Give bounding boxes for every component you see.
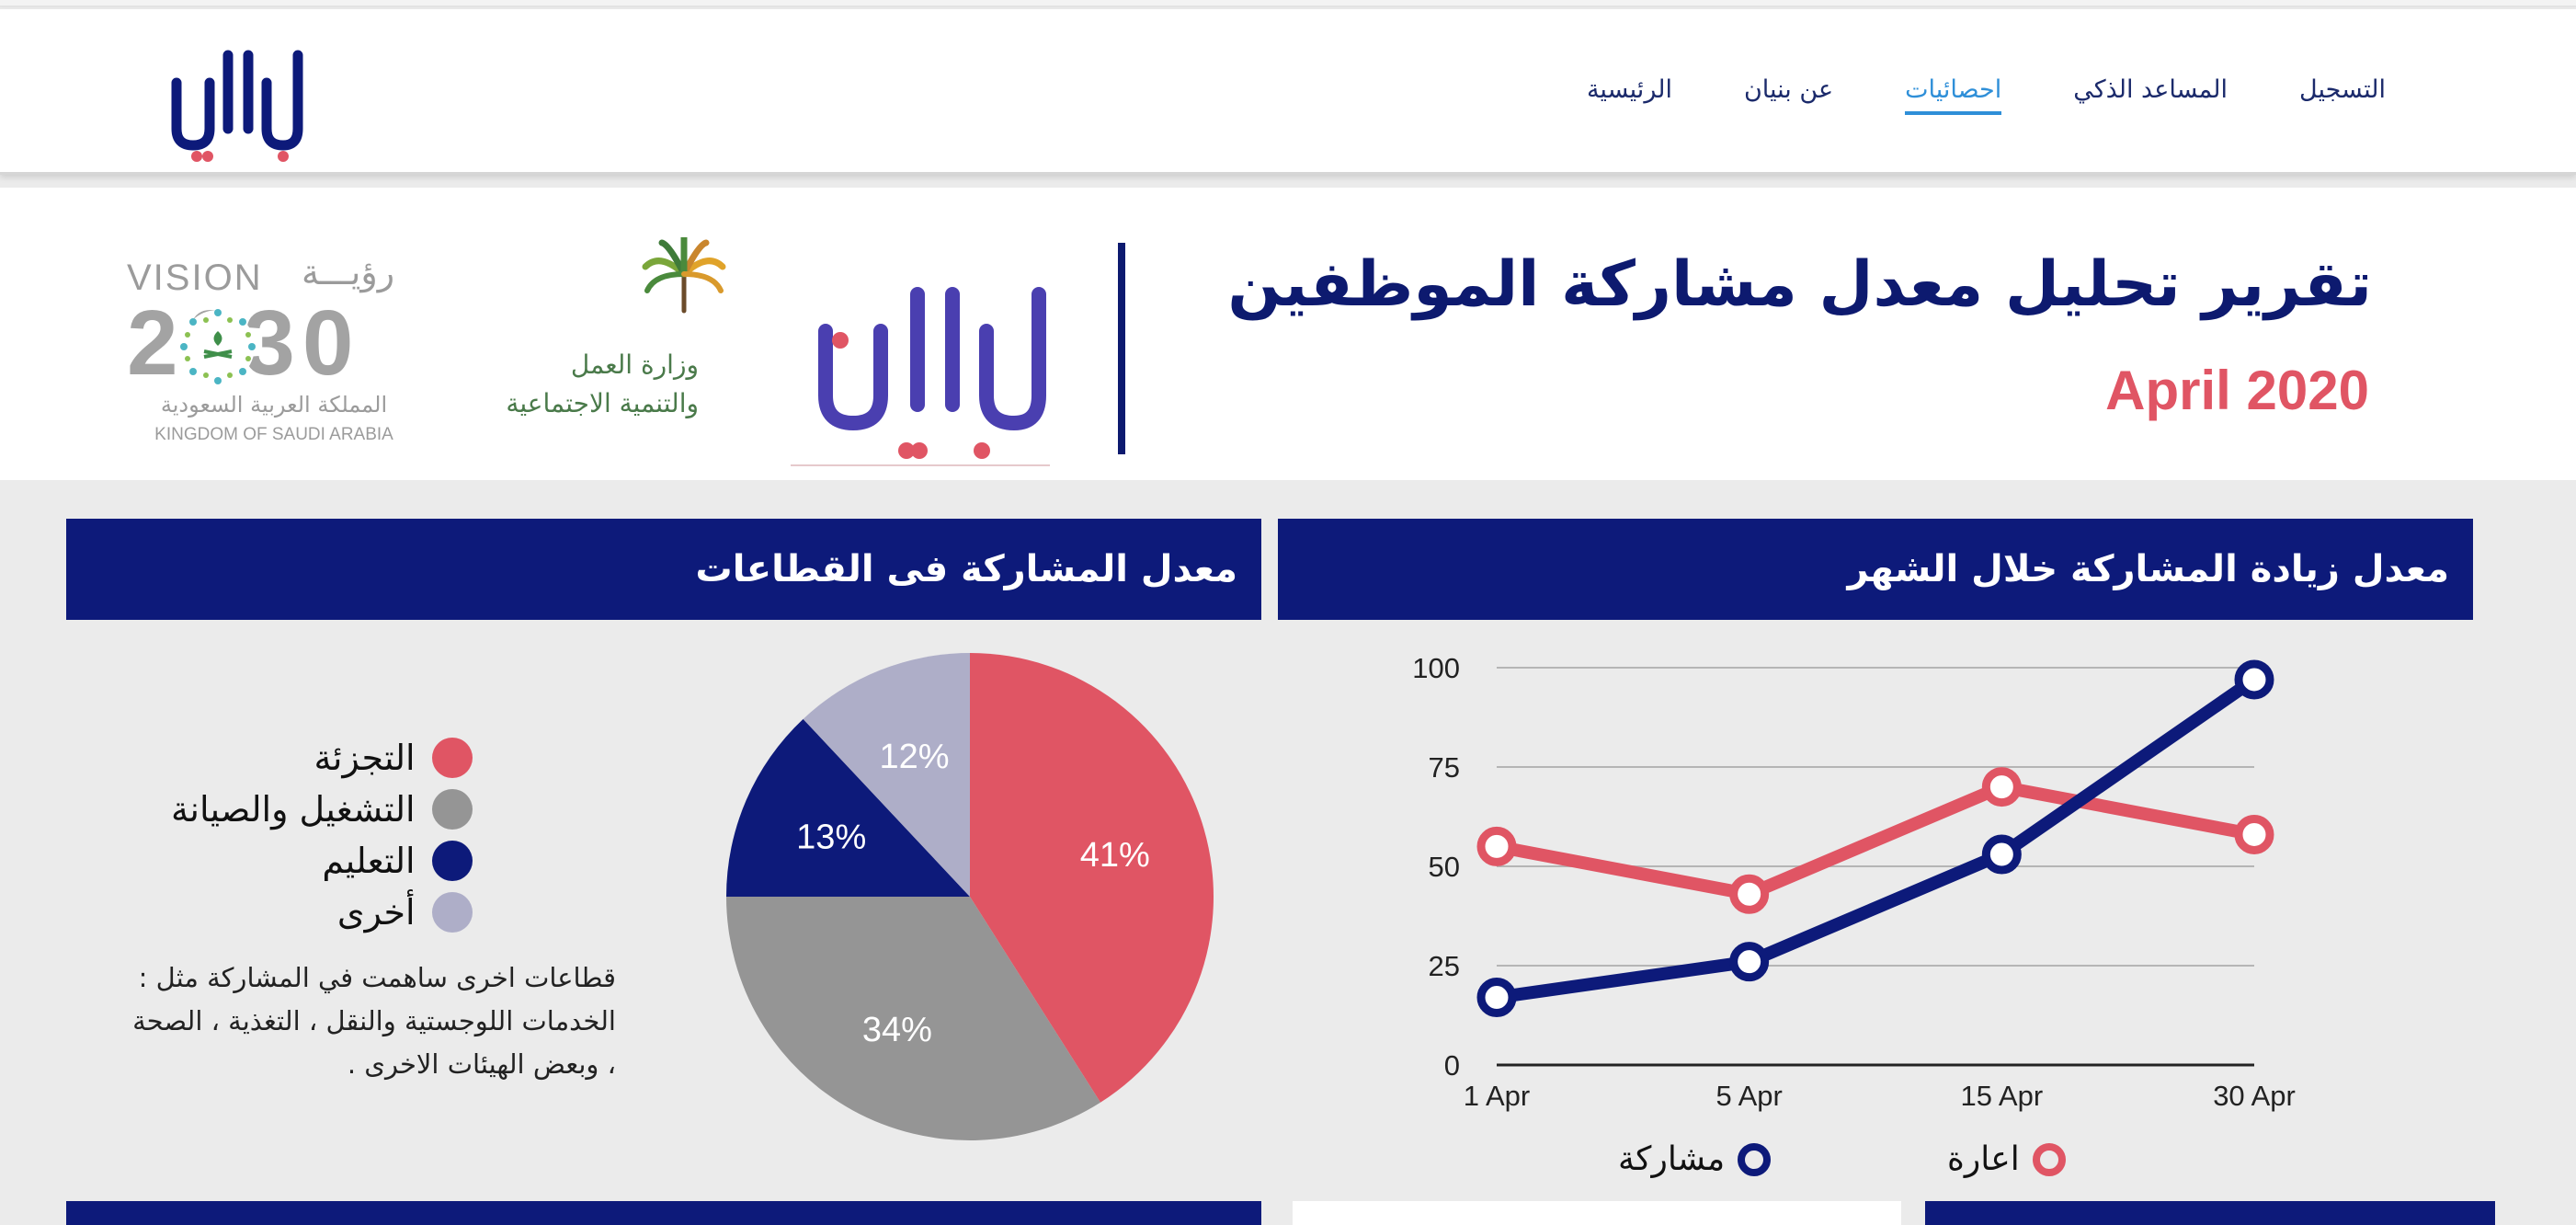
legend-item-retail: التجزئة xyxy=(171,732,473,784)
legend-label: أخرى xyxy=(336,892,416,933)
y-tick-label: 25 xyxy=(1429,950,1460,982)
growth-panel-header: معدل زيادة المشاركة خلال الشهر xyxy=(1278,519,2473,620)
pie-slice xyxy=(970,653,1214,1103)
report-banner: تقرير تحليل معدل مشاركة الموظفين April 2… xyxy=(0,188,2576,480)
pie-slice xyxy=(726,897,1100,1140)
y-tick-label: 50 xyxy=(1429,851,1460,883)
bonyan-banner-logo xyxy=(791,287,1050,466)
x-tick-label: 1 Apr xyxy=(1464,1080,1530,1112)
next-panel-header-right xyxy=(1925,1201,2495,1225)
banner-divider xyxy=(1118,243,1125,454)
legend-item-other: أخرى xyxy=(171,887,473,938)
pie-data-label: 13% xyxy=(796,819,866,857)
vision-word-en: VISION xyxy=(127,258,263,298)
pie-slice xyxy=(803,653,970,897)
x-tick-label: 30 Apr xyxy=(2213,1080,2296,1112)
y-tick-label: 100 xyxy=(1412,652,1460,684)
nav-home[interactable]: الرئيسية xyxy=(1586,75,1672,104)
ministry-name-line1: وزارة العمل xyxy=(570,349,699,380)
vision-country-en: KINGDOM OF SAUDI ARABIA xyxy=(154,425,393,444)
ministry-name-line2: والتنمية الاجتماعية xyxy=(506,388,699,418)
series-point xyxy=(1981,767,2022,807)
x-tick-label: 5 Apr xyxy=(1715,1080,1782,1112)
next-panel-card xyxy=(1293,1201,1901,1225)
legend-swatch xyxy=(431,789,473,830)
sectors-panel-title: معدل المشاركة فى القطاعات xyxy=(695,548,1237,590)
growth-line-chart: 0 25 50 75 100 1 Apr 5 Apr 15 Apr 30 Apr xyxy=(1412,652,2296,1112)
bonyan-logo[interactable] xyxy=(156,28,303,166)
legend-ring-icon xyxy=(2032,1142,2066,1176)
legend-swatch xyxy=(431,738,473,778)
other-sectors-note: قطاعات اخرى ساهمت في المشاركة مثل : الخد… xyxy=(132,962,616,1080)
legend-label: مشاركة xyxy=(1618,1140,1726,1178)
growth-panel-title: معدل زيادة المشاركة خلال الشهر xyxy=(1847,548,2449,590)
series-point xyxy=(1476,978,1517,1018)
vision-word-ar: رؤيـــة xyxy=(302,252,395,292)
legend-ring-icon xyxy=(1738,1142,1772,1176)
sectors-legend: التجزئة التشغيل والصيانة التعليم أخرى xyxy=(171,732,473,938)
series-point xyxy=(2234,659,2274,700)
legend-item-operations: التشغيل والصيانة xyxy=(171,784,473,835)
nav-statistics[interactable]: احصائيات xyxy=(1905,75,2002,115)
legend-swatch xyxy=(431,841,473,881)
legend-label: التجزئة xyxy=(313,738,416,778)
sectors-panel-header: معدل المشاركة فى القطاعات xyxy=(66,519,1261,620)
pie-data-label: 34% xyxy=(862,1011,932,1049)
pie-data-label: 12% xyxy=(879,738,949,776)
legend-swatch xyxy=(431,892,473,933)
pie-slice xyxy=(726,718,970,897)
y-tick-label: 0 xyxy=(1444,1049,1460,1082)
report-title: تقرير تحليل معدل مشاركة الموظفين xyxy=(1227,248,2372,321)
series-point xyxy=(2234,814,2274,854)
series-point xyxy=(1981,834,2022,875)
y-tick-label: 75 xyxy=(1429,751,1460,784)
legend-secondment: اعارة xyxy=(1947,1140,2066,1178)
series-point xyxy=(1729,874,1770,914)
legend-label: التعليم xyxy=(322,841,416,881)
series-line xyxy=(1490,672,2261,1004)
report-date: April 2020 xyxy=(2105,360,2369,421)
series-point xyxy=(1729,942,1770,982)
legend-label: التشغيل والصيانة xyxy=(171,789,416,830)
ministry-logo: وزارة العمل والتنمية الاجتماعية xyxy=(465,232,741,458)
nav-about[interactable]: عن بنيان xyxy=(1743,75,1834,104)
legend-item-education: التعليم xyxy=(171,835,473,887)
next-panel-header-left xyxy=(66,1201,1261,1225)
navbar: الرئيسية عن بنيان احصائيات المساعد الذكي… xyxy=(0,9,2576,175)
series-line xyxy=(1490,780,2261,901)
series-point xyxy=(1476,826,1517,866)
pie-data-label: 41% xyxy=(1080,836,1150,875)
main-nav: الرئيسية عن بنيان احصائيات المساعد الذكي… xyxy=(1587,75,2386,115)
legend-label: اعارة xyxy=(1947,1140,2020,1178)
top-edge xyxy=(0,0,2576,7)
vision-country-ar: المملكة العربية السعودية xyxy=(160,392,388,418)
sectors-pie-chart: 41% 34% 13% 12% xyxy=(726,653,1214,1140)
vision-2030-logo: VISION رؤيـــة 2030 المملكة العربية السع… xyxy=(127,252,421,454)
nav-register[interactable]: التسجيل xyxy=(2299,75,2386,104)
legend-participation: مشاركة xyxy=(1618,1140,1772,1178)
x-tick-label: 15 Apr xyxy=(1961,1080,2044,1112)
nav-smart-assistant[interactable]: المساعد الذكي xyxy=(2073,75,2228,104)
vision-emblem-icon xyxy=(180,309,256,384)
